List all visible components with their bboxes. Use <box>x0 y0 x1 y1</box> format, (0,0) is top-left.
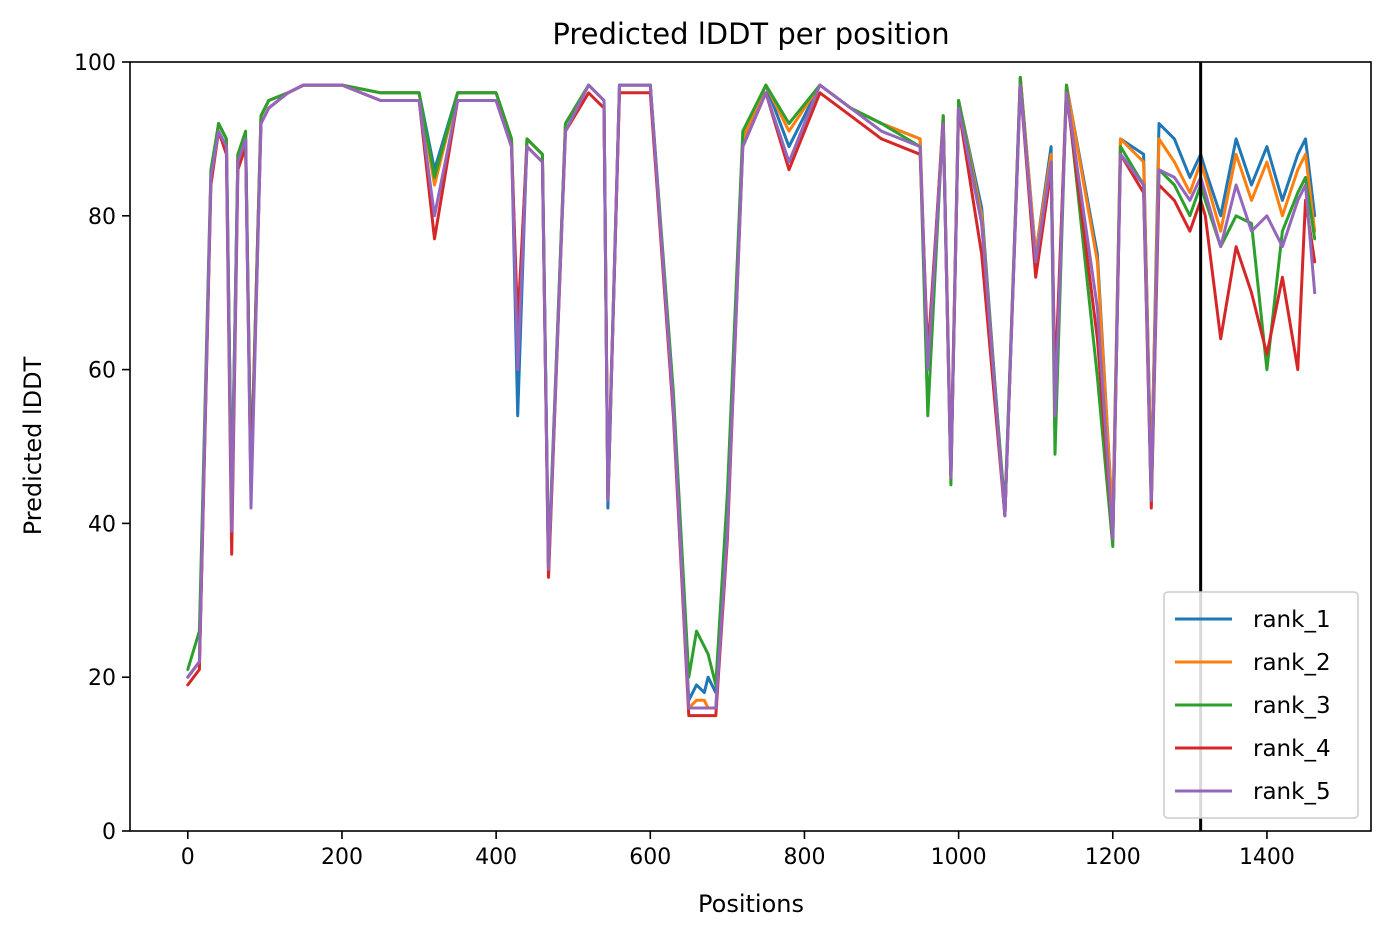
legend-label-3: rank_3 <box>1253 693 1331 719</box>
y-tick-label: 20 <box>88 666 116 691</box>
series-line-2 <box>186 75 1317 710</box>
x-tick-label: 400 <box>475 845 517 870</box>
x-axis-label: Positions <box>698 890 804 918</box>
x-tick-label: 1000 <box>931 845 987 870</box>
y-tick-label: 100 <box>74 51 116 76</box>
x-tick-label: 1400 <box>1239 845 1295 870</box>
series-line-3 <box>186 75 1317 687</box>
legend-label-4: rank_4 <box>1253 736 1331 762</box>
x-tick-label: 800 <box>783 845 825 870</box>
series-line-1 <box>186 75 1317 702</box>
plot-lines <box>186 75 1317 718</box>
legend-box <box>1163 591 1359 819</box>
series-line-5 <box>186 83 1317 710</box>
plot-frame <box>129 61 1372 832</box>
legend-label-1: rank_1 <box>1253 607 1331 633</box>
x-tick-label: 600 <box>629 845 671 870</box>
x-axis: 0 200 400 600 800 1000 1200 1400 <box>181 831 1295 870</box>
x-tick-label: 1200 <box>1085 845 1141 870</box>
y-tick-label: 40 <box>88 512 116 537</box>
legend-label-5: rank_5 <box>1253 779 1331 805</box>
y-tick-label: 80 <box>88 205 116 230</box>
chart-title: Predicted lDDT per position <box>552 17 949 51</box>
y-tick-label: 0 <box>102 820 116 845</box>
legend: rank_1 rank_2 rank_3 rank_4 rank_5 <box>1163 591 1359 819</box>
x-tick-label: 0 <box>181 845 195 870</box>
x-tick-label: 200 <box>321 845 363 870</box>
legend-label-2: rank_2 <box>1253 650 1331 676</box>
y-axis-label: Predicted lDDT <box>19 356 47 535</box>
y-axis: 0 20 40 60 80 100 <box>74 51 130 845</box>
y-tick-label: 60 <box>88 359 116 384</box>
